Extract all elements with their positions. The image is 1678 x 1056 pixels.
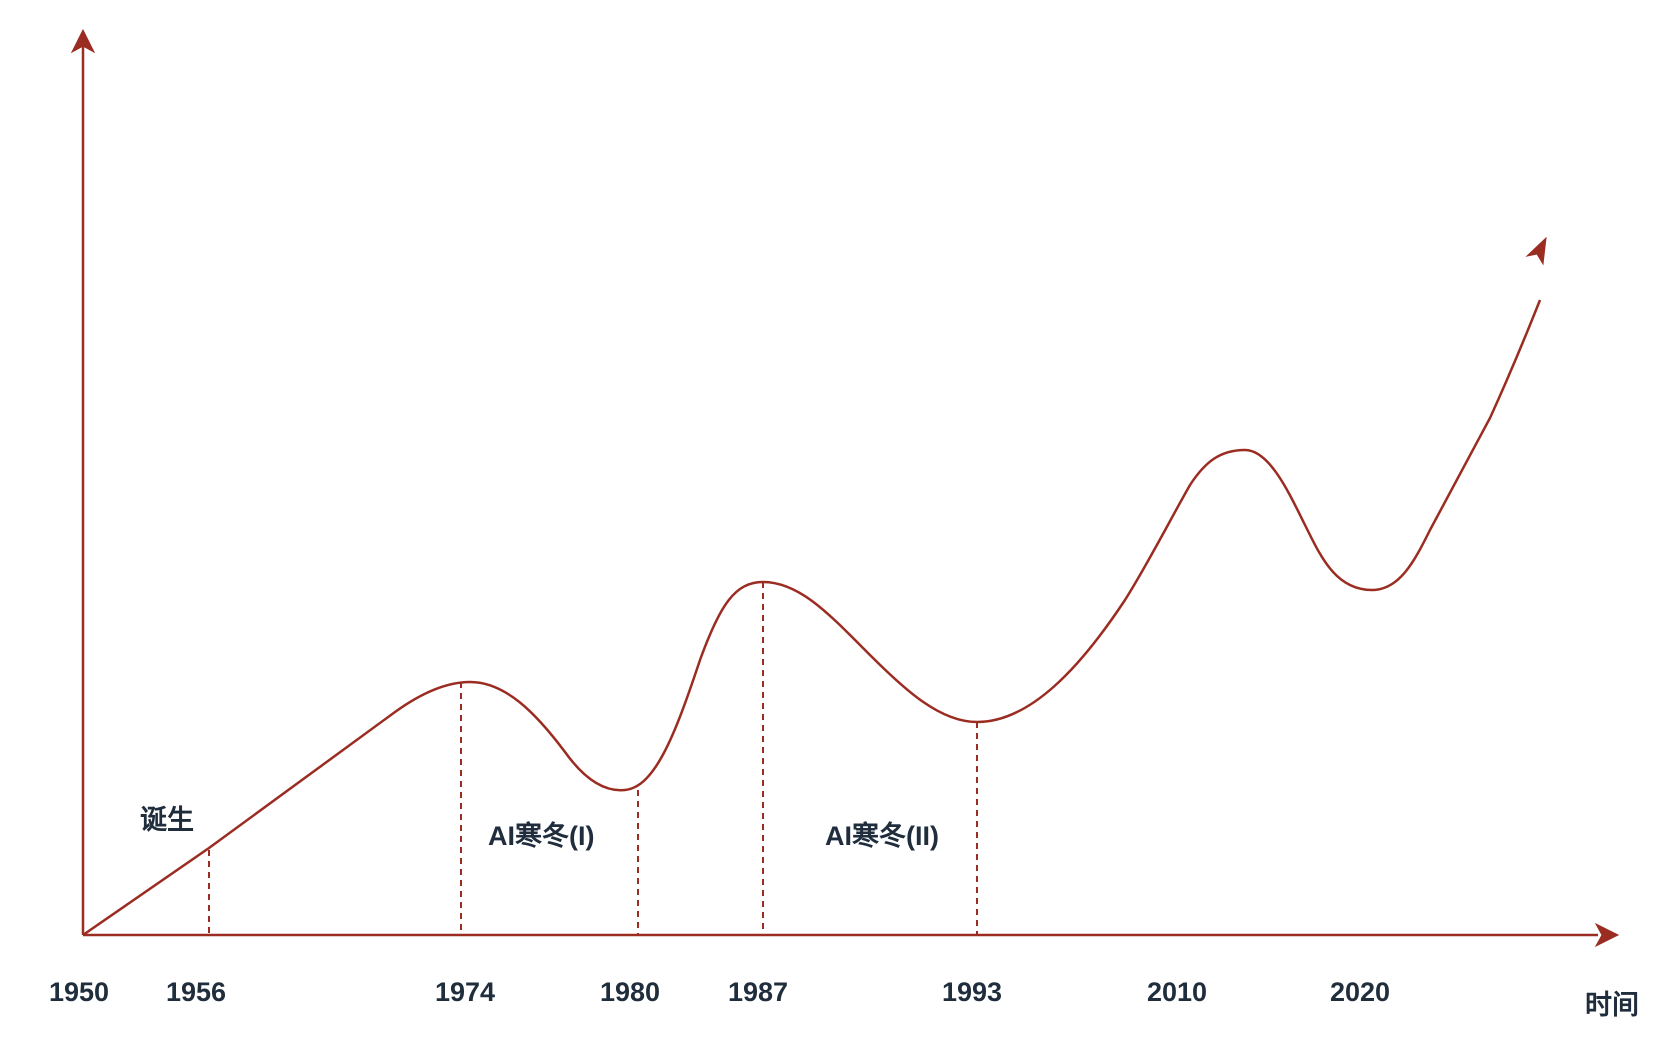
tick-label-1993: 1993 <box>942 977 1002 1007</box>
y-axis-arrow-icon <box>70 28 96 54</box>
period-label-winter-1: AI寒冬(I) <box>488 820 594 851</box>
period-label-birth: 诞生 <box>140 805 194 835</box>
tick-label-1950: 1950 <box>49 977 109 1007</box>
period-label-winter-2: AI寒冬(II) <box>825 820 939 851</box>
tick-label-2010: 2010 <box>1147 977 1207 1007</box>
tick-label-1980: 1980 <box>600 977 660 1007</box>
curve-arrow-icon <box>1525 236 1547 266</box>
x-axis-arrow-icon <box>1594 922 1620 948</box>
tick-label-2020: 2020 <box>1330 977 1390 1007</box>
x-axis-label: 时间 <box>1585 990 1639 1020</box>
tick-label-1987: 1987 <box>728 977 788 1007</box>
tick-label-1956: 1956 <box>166 977 226 1007</box>
tick-label-1974: 1974 <box>435 977 495 1007</box>
ai-development-curve <box>82 299 1542 937</box>
